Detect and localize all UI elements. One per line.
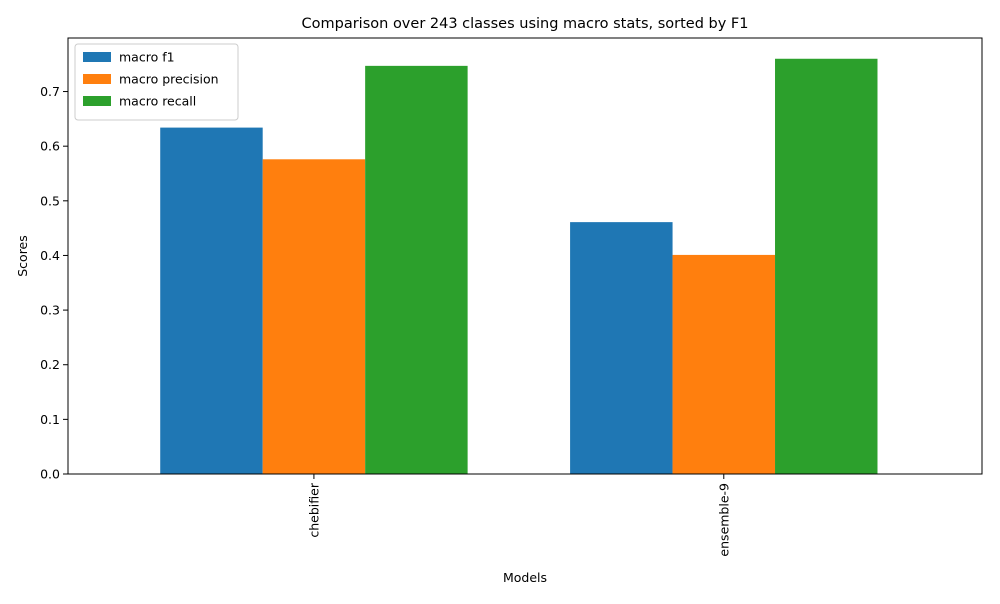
bar-macro-precision-chebifier — [262, 159, 366, 475]
y-tick-label: 0.4 — [40, 248, 60, 263]
bar-macro-f1-ensemble-9 — [570, 222, 673, 474]
y-tick-label: 0.2 — [40, 357, 60, 372]
y-axis-label: Scores — [15, 235, 30, 277]
plot-frame — [67, 37, 983, 475]
legend: macro f1 macro precision macro recall — [74, 43, 239, 121]
legend-entry-label: macro f1 — [119, 50, 175, 65]
x-axis-label: Models — [503, 570, 547, 585]
chart-title: Comparison over 243 classes using macro … — [302, 16, 749, 32]
y-tick-label: 0.1 — [40, 412, 60, 427]
bar-macro-f1-chebifier — [160, 127, 263, 474]
y-tick-label: 0.0 — [40, 467, 60, 482]
legend-swatch — [83, 74, 111, 84]
plot-area — [160, 58, 878, 475]
bar-macro-precision-ensemble-9 — [672, 254, 776, 474]
y-tick-label: 0.6 — [40, 139, 60, 154]
legend-swatch — [83, 96, 111, 106]
bar-macro-recall-chebifier — [365, 65, 468, 475]
axes: 0.0 0.1 0.2 0.3 0.4 0.5 0.6 0.7 chebifier ensembl… — [40, 37, 983, 557]
legend-entry-label: macro precision — [119, 72, 219, 87]
y-tick-label: 0.7 — [40, 84, 60, 99]
legend-entry-label: macro recall — [119, 94, 196, 109]
x-tick-label: ensemble-9 — [716, 483, 731, 557]
legend-swatch — [83, 52, 111, 62]
y-tick-label: 0.5 — [40, 193, 60, 208]
legend-box — [74, 43, 239, 121]
x-tick-label: chebifier — [306, 482, 321, 537]
bar-macro-recall-ensemble-9 — [775, 58, 878, 474]
y-tick-label: 0.3 — [40, 303, 60, 318]
